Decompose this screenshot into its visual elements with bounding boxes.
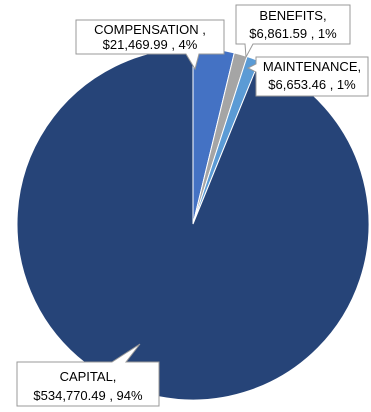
callout-compensation: COMPENSATION , $21,469.99 , 4% <box>75 19 225 71</box>
callout-maintenance-line1: MAINTENANCE, <box>263 59 361 74</box>
pie-slices <box>16 47 370 401</box>
callout-maintenance: MAINTENANCE, $6,653.46 , 1% <box>246 56 369 97</box>
callout-compensation-line2: $21,469.99 , 4% <box>103 37 198 52</box>
callout-compensation-line1: COMPENSATION , <box>94 22 206 37</box>
callout-capital-box <box>16 343 160 407</box>
callout-benefits-box <box>235 4 351 59</box>
pie-slice-capital <box>16 47 370 401</box>
callout-maintenance-box <box>246 56 369 97</box>
callout-capital-line2: $534,770.49 , 94% <box>33 388 143 403</box>
callout-capital-line1: CAPITAL, <box>60 369 117 384</box>
callout-benefits-line1: BENEFITS, <box>259 8 326 23</box>
callout-capital: CAPITAL, $534,770.49 , 94% <box>16 343 160 407</box>
callout-maintenance-line2: $6,653.46 , 1% <box>268 77 356 92</box>
callout-compensation-box <box>75 19 225 71</box>
callout-benefits: BENEFITS, $6,861.59 , 1% <box>235 4 351 59</box>
callout-benefits-line2: $6,861.59 , 1% <box>249 26 337 41</box>
